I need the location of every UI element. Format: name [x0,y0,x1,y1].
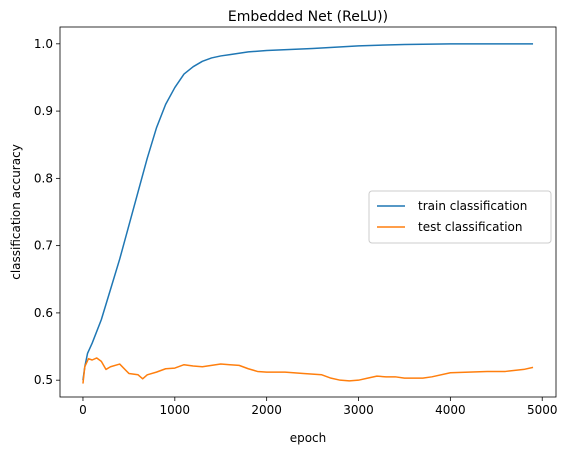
axes-frame [59,26,557,398]
chart-title: Embedded Net (ReLU)) [228,9,388,25]
legend: train classification test classification [368,190,552,244]
x-ticks: 0 1000 2000 3000 4000 5000 [79,397,557,417]
y-tick-label: 0.8 [34,171,53,185]
x-tick-label: 3000 [343,403,374,417]
y-tick-label: 0.5 [34,373,53,387]
y-ticks: 0.5 0.6 0.7 0.8 0.9 1.0 [34,37,60,387]
series-line-1 [82,357,534,384]
x-tick-label: 2000 [251,403,282,417]
series-line-0 [82,43,534,381]
x-tick-label: 1000 [160,403,191,417]
x-tick-label: 5000 [527,403,558,417]
legend-box [368,190,552,244]
x-tick-label: 4000 [435,403,466,417]
legend-label-train: train classification [418,199,527,213]
y-tick-label: 0.7 [34,239,53,253]
legend-label-test: test classification [418,220,522,234]
x-axis-label: epoch [290,431,327,445]
series-layer [82,43,534,384]
y-axis-label: classification accuracy [9,144,23,280]
y-tick-label: 1.0 [34,37,53,51]
y-tick-label: 0.9 [34,104,53,118]
y-tick-label: 0.6 [34,306,53,320]
plot-area [82,43,534,384]
x-tick-label: 0 [79,403,87,417]
